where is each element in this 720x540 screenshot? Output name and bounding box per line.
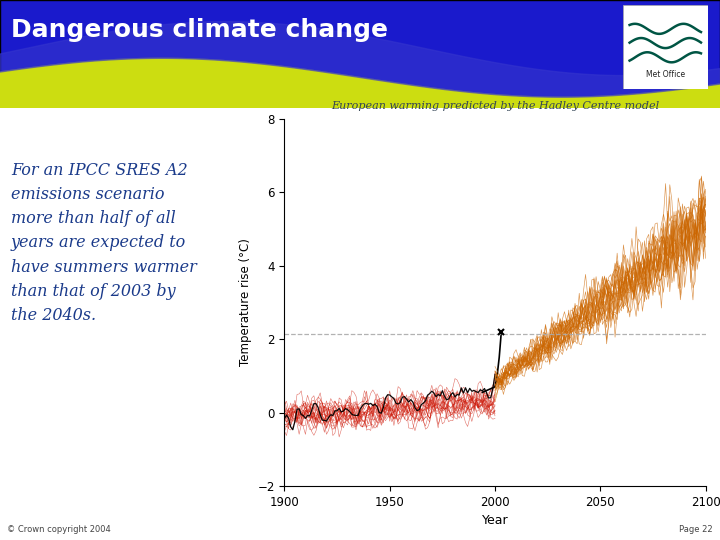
FancyBboxPatch shape	[623, 5, 708, 89]
Y-axis label: Temperature rise (°C): Temperature rise (°C)	[239, 239, 252, 366]
FancyBboxPatch shape	[0, 0, 720, 108]
X-axis label: Year: Year	[482, 514, 508, 527]
Text: Page 22: Page 22	[679, 524, 713, 534]
Text: Met Office: Met Office	[646, 70, 685, 78]
Text: Dangerous climate change: Dangerous climate change	[11, 18, 388, 42]
Text: European warming predicted by the Hadley Centre model: European warming predicted by the Hadley…	[331, 100, 659, 111]
Text: © Crown copyright 2004: © Crown copyright 2004	[7, 524, 111, 534]
Text: For an IPCC SRES A2
emissions scenario
more than half of all
years are expected : For an IPCC SRES A2 emissions scenario m…	[11, 162, 197, 324]
